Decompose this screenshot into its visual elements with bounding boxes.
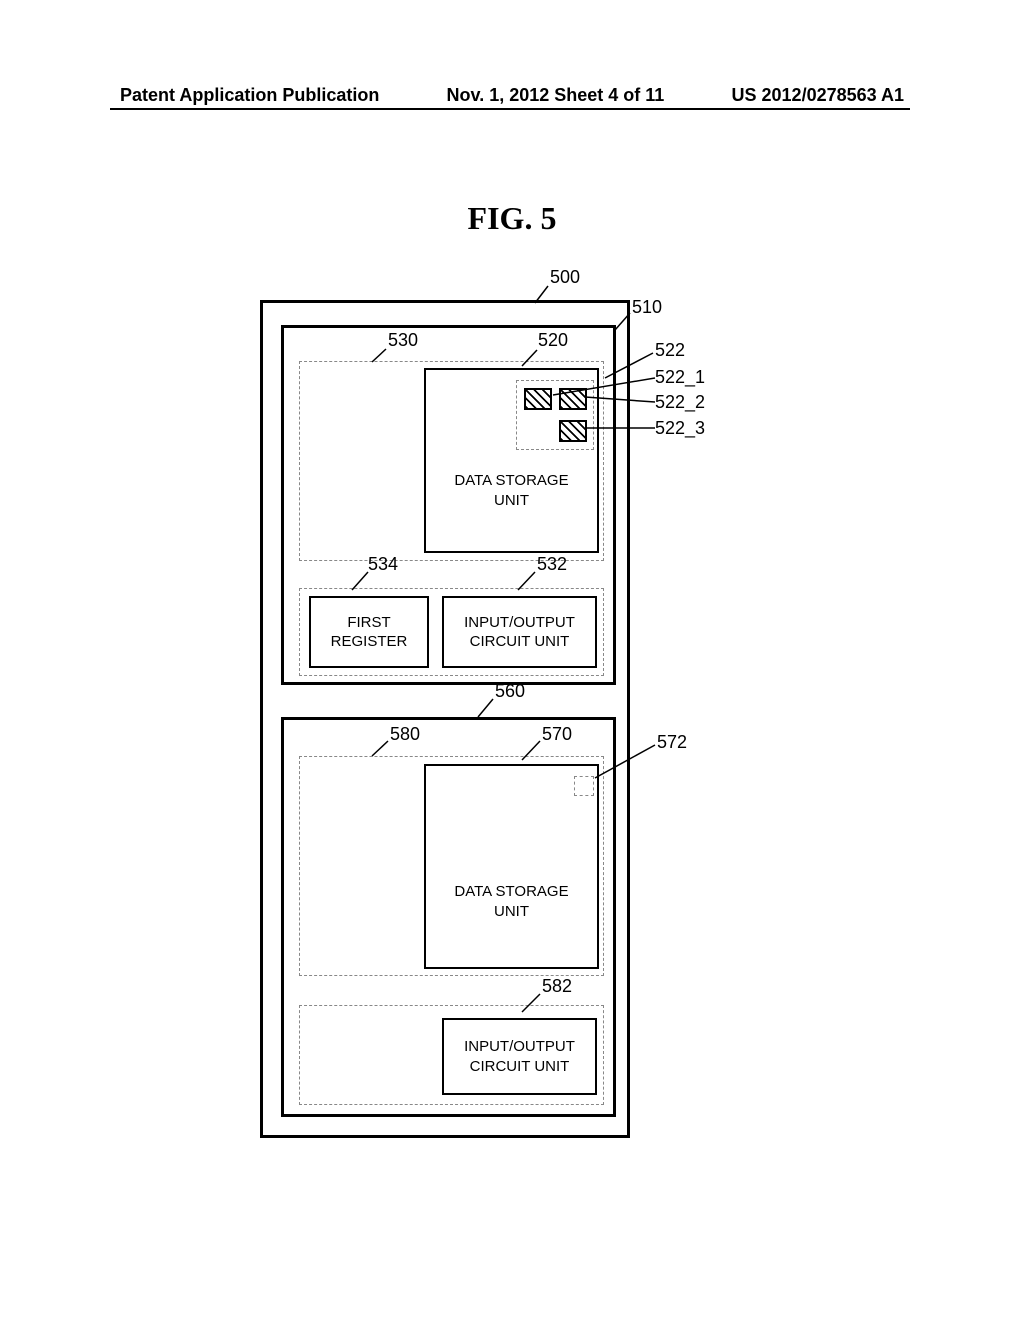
- label-582: 582: [542, 976, 572, 997]
- label-560: 560: [495, 681, 525, 702]
- label-522: 522: [655, 340, 685, 361]
- header-right: US 2012/0278563 A1: [732, 85, 904, 106]
- cell-522-1: [524, 388, 552, 410]
- label-520: 520: [538, 330, 568, 351]
- page-header: Patent Application Publication Nov. 1, 2…: [0, 85, 1024, 106]
- label-530: 530: [388, 330, 418, 351]
- box-570-label: DATA STORAGE UNIT: [454, 882, 568, 921]
- label-534: 534: [368, 554, 398, 575]
- cell-522-2: [559, 388, 587, 410]
- label-532: 532: [537, 554, 567, 575]
- label-522-2: 522_2: [655, 392, 705, 413]
- label-570: 570: [542, 724, 572, 745]
- label-580: 580: [390, 724, 420, 745]
- figure-title: FIG. 5: [0, 200, 1024, 237]
- label-522-3: 522_3: [655, 418, 705, 439]
- block-510: DATA STORAGE UNIT FIRST REGISTER INPUT/O…: [281, 325, 616, 685]
- cell-522-3: [559, 420, 587, 442]
- box-534-label: FIRST REGISTER: [331, 613, 408, 652]
- label-572: 572: [657, 732, 687, 753]
- label-510: 510: [632, 297, 662, 318]
- box-582-io-circuit: INPUT/OUTPUT CIRCUIT UNIT: [442, 1018, 597, 1095]
- label-522-1: 522_1: [655, 367, 705, 388]
- header-left: Patent Application Publication: [120, 85, 379, 106]
- label-500: 500: [550, 267, 580, 288]
- outer-box-500: DATA STORAGE UNIT FIRST REGISTER INPUT/O…: [260, 300, 630, 1138]
- block-560: DATA STORAGE UNIT INPUT/OUTPUT CIRCUIT U…: [281, 717, 616, 1117]
- box-532-label: INPUT/OUTPUT CIRCUIT UNIT: [464, 613, 575, 652]
- box-520-label: DATA STORAGE UNIT: [454, 471, 568, 510]
- dashed-572: [574, 776, 594, 796]
- box-582-label: INPUT/OUTPUT CIRCUIT UNIT: [464, 1037, 575, 1076]
- box-534-first-register: FIRST REGISTER: [309, 596, 429, 668]
- box-570-data-storage: DATA STORAGE UNIT: [424, 764, 599, 969]
- block-diagram: DATA STORAGE UNIT FIRST REGISTER INPUT/O…: [260, 270, 670, 1140]
- box-532-io-circuit: INPUT/OUTPUT CIRCUIT UNIT: [442, 596, 597, 668]
- header-center: Nov. 1, 2012 Sheet 4 of 11: [447, 85, 665, 106]
- header-rule: [110, 108, 910, 110]
